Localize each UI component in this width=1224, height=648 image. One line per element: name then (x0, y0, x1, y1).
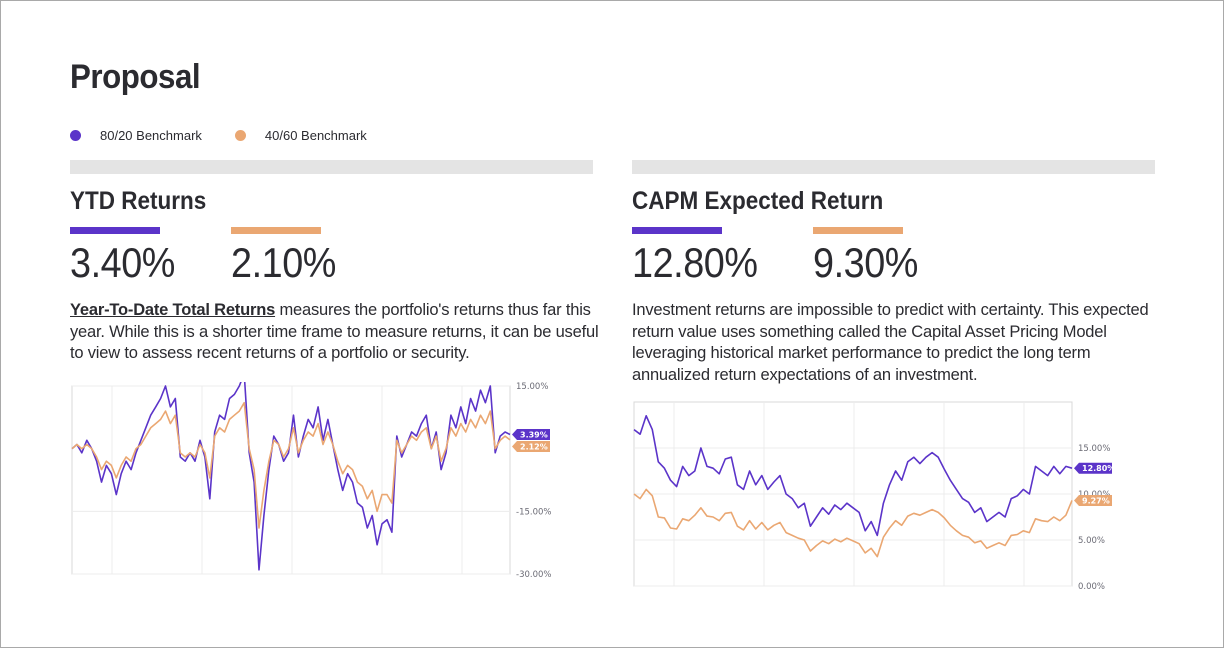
ytd-metric-80-20: 3.40% (70, 227, 187, 286)
end-value-tag (1074, 494, 1112, 506)
legend-label-80-20: 80/20 Benchmark (100, 128, 202, 143)
end-value-tag (512, 440, 550, 452)
metric-color-bar (70, 227, 160, 234)
metric-color-bar (632, 227, 722, 234)
ytd-section: YTD Returns 3.40% 2.10% Year-To-Date Tot… (70, 160, 599, 365)
ytd-description: Year-To-Date Total Returns measures the … (70, 300, 600, 365)
end-value-label: 9.27% (1082, 496, 1110, 505)
end-value-label: 12.80% (1082, 464, 1115, 473)
end-value-label: 2.12% (520, 442, 548, 451)
capm-value-80-20: 12.80% (632, 239, 758, 286)
ytd-value-80-20: 3.40% (70, 239, 175, 286)
legend-dot-80-20 (70, 130, 81, 141)
ytd-value-40-60: 2.10% (230, 239, 336, 286)
capm-description: Investment returns are impossible to pre… (632, 301, 1149, 384)
end-value-tag (512, 428, 550, 440)
section-divider (70, 160, 593, 174)
plot-frame (71, 385, 511, 575)
y-tick-label: 15.00% (516, 382, 548, 392)
capm-title: CAPM Expected Return (632, 187, 884, 215)
metric-color-bar (813, 227, 904, 234)
y-tick-label: -30.00% (516, 570, 551, 578)
capm-metric-80-20: 12.80% (632, 227, 771, 286)
series-line-1 (71, 401, 511, 529)
capm-chart-svg: 15.00%10.00%5.00%0.00%12.80%9.27% (633, 401, 1115, 592)
end-value-label: 3.39% (520, 430, 548, 439)
ytd-chart-svg: 15.00% -15.00% -30.00% 3.39% 2.12% (71, 382, 551, 578)
ytd-term-link[interactable]: Year-To-Date Total Returns (70, 301, 276, 319)
y-tick-label: 5.00% (1078, 536, 1105, 546)
y-tick-label: 0.00% (1078, 582, 1105, 592)
page-title: Proposal (70, 58, 201, 96)
capm-value-40-60: 9.30% (813, 239, 919, 286)
series-line-0 (71, 382, 511, 571)
legend: 80/20 Benchmark 40/60 Benchmark (70, 128, 400, 143)
metric-color-bar (230, 227, 321, 234)
y-tick-label: -15.00% (516, 507, 551, 517)
y-tick-label: 15.00% (1078, 444, 1110, 454)
section-divider (632, 160, 1155, 174)
ytd-description-text: measures the portfolio's returns thus fa… (70, 301, 599, 362)
capm-chart: 15.00%10.00%5.00%0.00%12.80%9.27% (632, 400, 1122, 596)
ytd-title: YTD Returns (70, 187, 207, 215)
ytd-metric-40-60: 2.10% (230, 227, 348, 286)
capm-metrics: 12.80% 9.30% (632, 227, 1155, 286)
legend-label-40-60: 40/60 Benchmark (264, 128, 367, 143)
ytd-chart: 15.00% -15.00% -30.00% 3.39% 2.12% (70, 382, 560, 578)
series-line-1 (633, 488, 1073, 558)
legend-dot-40-60 (234, 130, 246, 141)
ytd-metrics: 3.40% 2.10% (70, 227, 593, 286)
end-value-tag (1074, 462, 1112, 474)
capm-section: CAPM Expected Return 12.80% 9.30% Invest… (632, 160, 1155, 386)
series-line-0 (633, 415, 1073, 537)
capm-metric-40-60: 9.30% (813, 227, 930, 286)
